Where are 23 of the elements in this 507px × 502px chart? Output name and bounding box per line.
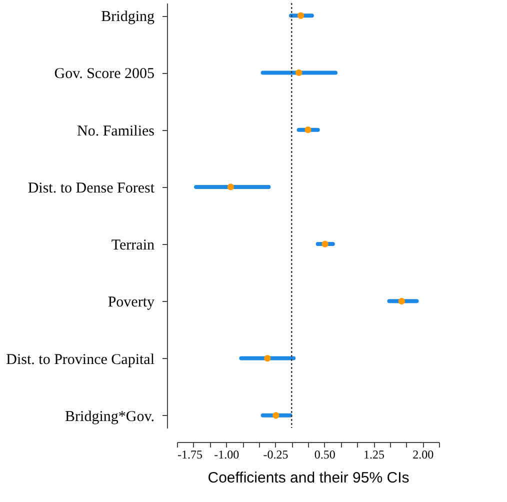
y-tick-label: Poverty (108, 294, 155, 311)
point (322, 240, 328, 248)
x-tick-label: 0.50 (314, 448, 336, 462)
point (398, 298, 406, 305)
point (295, 69, 302, 76)
point (227, 184, 234, 190)
x-tick-label: -1.75 (178, 448, 202, 462)
point (304, 126, 312, 134)
y-tick-label: Gov. Score 2005 (54, 66, 154, 82)
y-tick-label: Bridging*Gov. (65, 408, 154, 425)
point (264, 354, 271, 362)
y-tick-label: Terrain (111, 238, 155, 254)
x-tick-label: 2.00 (412, 448, 434, 462)
point (297, 12, 304, 19)
x-tick-label: -1.00 (214, 448, 240, 462)
point (272, 412, 280, 419)
y-tick-label: Dist. to Province Capital (6, 352, 154, 368)
x-tick-label: 1.25 (364, 448, 384, 462)
x-tick-label: -0.25 (263, 448, 288, 462)
y-tick-label: No. Families (77, 123, 155, 140)
x-axis-title: Coefficients and their 95% CIs (208, 470, 410, 486)
y-tick-label: Bridging (101, 9, 155, 26)
y-tick-label: Dist. to Dense Forest (28, 180, 156, 196)
